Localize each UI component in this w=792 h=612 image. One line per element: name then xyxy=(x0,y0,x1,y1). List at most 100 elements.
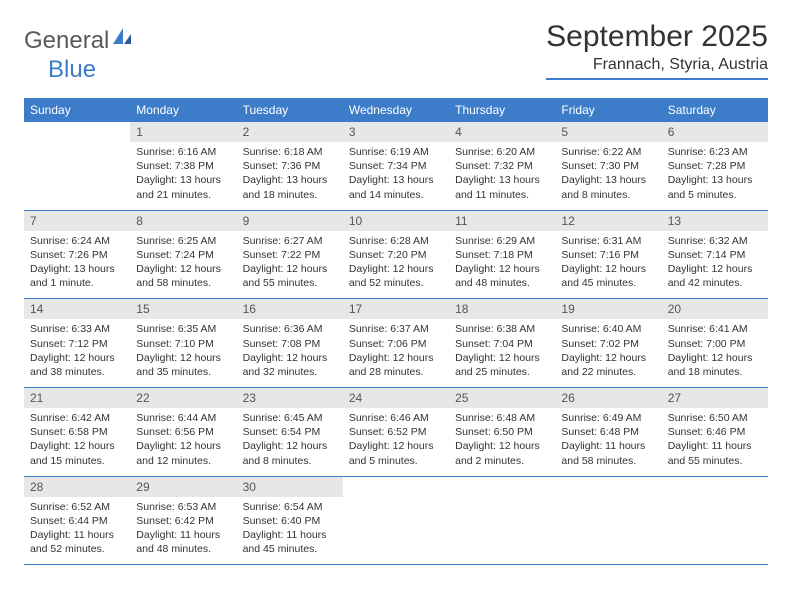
day-number: 19 xyxy=(555,299,661,319)
day-number-empty xyxy=(343,477,449,497)
day-content: Sunrise: 6:27 AMSunset: 7:22 PMDaylight:… xyxy=(237,231,343,299)
page-title: September 2025 xyxy=(546,20,768,54)
sunset-text: Sunset: 7:38 PM xyxy=(136,159,230,173)
day-number: 8 xyxy=(130,211,236,231)
daylight-text: Daylight: 12 hours and 12 minutes. xyxy=(136,439,230,467)
week-row: 7Sunrise: 6:24 AMSunset: 7:26 PMDaylight… xyxy=(24,210,768,299)
calendar-body: 1Sunrise: 6:16 AMSunset: 7:38 PMDaylight… xyxy=(24,122,768,565)
day-cell: 25Sunrise: 6:48 AMSunset: 6:50 PMDayligh… xyxy=(449,388,555,477)
sunrise-text: Sunrise: 6:33 AM xyxy=(30,322,124,336)
day-content: Sunrise: 6:41 AMSunset: 7:00 PMDaylight:… xyxy=(662,319,768,387)
day-number: 3 xyxy=(343,122,449,142)
sunrise-text: Sunrise: 6:27 AM xyxy=(243,234,337,248)
day-cell xyxy=(449,476,555,565)
sunset-text: Sunset: 6:42 PM xyxy=(136,514,230,528)
day-number: 26 xyxy=(555,388,661,408)
day-number: 27 xyxy=(662,388,768,408)
day-cell: 17Sunrise: 6:37 AMSunset: 7:06 PMDayligh… xyxy=(343,299,449,388)
sunrise-text: Sunrise: 6:44 AM xyxy=(136,411,230,425)
day-content-empty xyxy=(24,142,130,200)
day-cell xyxy=(24,122,130,210)
day-content: Sunrise: 6:32 AMSunset: 7:14 PMDaylight:… xyxy=(662,231,768,299)
sunset-text: Sunset: 6:46 PM xyxy=(668,425,762,439)
sunrise-text: Sunrise: 6:40 AM xyxy=(561,322,655,336)
day-content: Sunrise: 6:36 AMSunset: 7:08 PMDaylight:… xyxy=(237,319,343,387)
sunrise-text: Sunrise: 6:54 AM xyxy=(243,500,337,514)
day-cell xyxy=(343,476,449,565)
day-number: 10 xyxy=(343,211,449,231)
day-number: 6 xyxy=(662,122,768,142)
location-subtitle: Frannach, Styria, Austria xyxy=(546,56,768,80)
daylight-text: Daylight: 12 hours and 35 minutes. xyxy=(136,351,230,379)
day-cell: 9Sunrise: 6:27 AMSunset: 7:22 PMDaylight… xyxy=(237,210,343,299)
day-content: Sunrise: 6:22 AMSunset: 7:30 PMDaylight:… xyxy=(555,142,661,210)
day-cell: 4Sunrise: 6:20 AMSunset: 7:32 PMDaylight… xyxy=(449,122,555,210)
daylight-text: Daylight: 13 hours and 1 minute. xyxy=(30,262,124,290)
daylight-text: Daylight: 13 hours and 11 minutes. xyxy=(455,173,549,201)
day-cell: 14Sunrise: 6:33 AMSunset: 7:12 PMDayligh… xyxy=(24,299,130,388)
day-number: 7 xyxy=(24,211,130,231)
day-content: Sunrise: 6:31 AMSunset: 7:16 PMDaylight:… xyxy=(555,231,661,299)
calendar-table: Sunday Monday Tuesday Wednesday Thursday… xyxy=(24,98,768,565)
day-content: Sunrise: 6:44 AMSunset: 6:56 PMDaylight:… xyxy=(130,408,236,476)
daylight-text: Daylight: 13 hours and 5 minutes. xyxy=(668,173,762,201)
day-content: Sunrise: 6:42 AMSunset: 6:58 PMDaylight:… xyxy=(24,408,130,476)
day-cell: 2Sunrise: 6:18 AMSunset: 7:36 PMDaylight… xyxy=(237,122,343,210)
day-number: 20 xyxy=(662,299,768,319)
sunrise-text: Sunrise: 6:49 AM xyxy=(561,411,655,425)
day-cell: 20Sunrise: 6:41 AMSunset: 7:00 PMDayligh… xyxy=(662,299,768,388)
day-content: Sunrise: 6:19 AMSunset: 7:34 PMDaylight:… xyxy=(343,142,449,210)
sunset-text: Sunset: 7:04 PM xyxy=(455,337,549,351)
day-number-empty xyxy=(555,477,661,497)
week-row: 28Sunrise: 6:52 AMSunset: 6:44 PMDayligh… xyxy=(24,476,768,565)
day-cell: 24Sunrise: 6:46 AMSunset: 6:52 PMDayligh… xyxy=(343,388,449,477)
daylight-text: Daylight: 12 hours and 28 minutes. xyxy=(349,351,443,379)
daylight-text: Daylight: 11 hours and 58 minutes. xyxy=(561,439,655,467)
week-row: 1Sunrise: 6:16 AMSunset: 7:38 PMDaylight… xyxy=(24,122,768,210)
logo: General xyxy=(24,20,133,55)
day-number: 23 xyxy=(237,388,343,408)
day-content-empty xyxy=(555,497,661,555)
sunrise-text: Sunrise: 6:20 AM xyxy=(455,145,549,159)
sunrise-text: Sunrise: 6:50 AM xyxy=(668,411,762,425)
daylight-text: Daylight: 13 hours and 18 minutes. xyxy=(243,173,337,201)
day-content: Sunrise: 6:28 AMSunset: 7:20 PMDaylight:… xyxy=(343,231,449,299)
day-cell: 15Sunrise: 6:35 AMSunset: 7:10 PMDayligh… xyxy=(130,299,236,388)
daylight-text: Daylight: 12 hours and 55 minutes. xyxy=(243,262,337,290)
day-number: 11 xyxy=(449,211,555,231)
daylight-text: Daylight: 12 hours and 52 minutes. xyxy=(349,262,443,290)
daylight-text: Daylight: 12 hours and 45 minutes. xyxy=(561,262,655,290)
day-content: Sunrise: 6:40 AMSunset: 7:02 PMDaylight:… xyxy=(555,319,661,387)
daylight-text: Daylight: 12 hours and 5 minutes. xyxy=(349,439,443,467)
sunset-text: Sunset: 6:58 PM xyxy=(30,425,124,439)
day-content: Sunrise: 6:38 AMSunset: 7:04 PMDaylight:… xyxy=(449,319,555,387)
calendar-page: General September 2025 Frannach, Styria,… xyxy=(0,0,792,585)
sunset-text: Sunset: 6:56 PM xyxy=(136,425,230,439)
day-number: 29 xyxy=(130,477,236,497)
sunset-text: Sunset: 6:44 PM xyxy=(30,514,124,528)
sunset-text: Sunset: 7:36 PM xyxy=(243,159,337,173)
logo-sail-icon xyxy=(111,26,133,53)
day-cell: 18Sunrise: 6:38 AMSunset: 7:04 PMDayligh… xyxy=(449,299,555,388)
week-row: 21Sunrise: 6:42 AMSunset: 6:58 PMDayligh… xyxy=(24,388,768,477)
day-content: Sunrise: 6:23 AMSunset: 7:28 PMDaylight:… xyxy=(662,142,768,210)
daylight-text: Daylight: 12 hours and 25 minutes. xyxy=(455,351,549,379)
sunrise-text: Sunrise: 6:16 AM xyxy=(136,145,230,159)
day-cell: 19Sunrise: 6:40 AMSunset: 7:02 PMDayligh… xyxy=(555,299,661,388)
sunset-text: Sunset: 7:18 PM xyxy=(455,248,549,262)
title-block: September 2025 Frannach, Styria, Austria xyxy=(546,20,768,80)
sunrise-text: Sunrise: 6:32 AM xyxy=(668,234,762,248)
day-number: 24 xyxy=(343,388,449,408)
sunset-text: Sunset: 7:30 PM xyxy=(561,159,655,173)
day-cell: 8Sunrise: 6:25 AMSunset: 7:24 PMDaylight… xyxy=(130,210,236,299)
day-content-empty xyxy=(662,497,768,555)
sunrise-text: Sunrise: 6:35 AM xyxy=(136,322,230,336)
day-content-empty xyxy=(343,497,449,555)
day-content: Sunrise: 6:53 AMSunset: 6:42 PMDaylight:… xyxy=(130,497,236,565)
sunrise-text: Sunrise: 6:52 AM xyxy=(30,500,124,514)
day-content: Sunrise: 6:33 AMSunset: 7:12 PMDaylight:… xyxy=(24,319,130,387)
day-content: Sunrise: 6:35 AMSunset: 7:10 PMDaylight:… xyxy=(130,319,236,387)
day-header-thursday: Thursday xyxy=(449,98,555,122)
day-content: Sunrise: 6:37 AMSunset: 7:06 PMDaylight:… xyxy=(343,319,449,387)
day-cell: 16Sunrise: 6:36 AMSunset: 7:08 PMDayligh… xyxy=(237,299,343,388)
